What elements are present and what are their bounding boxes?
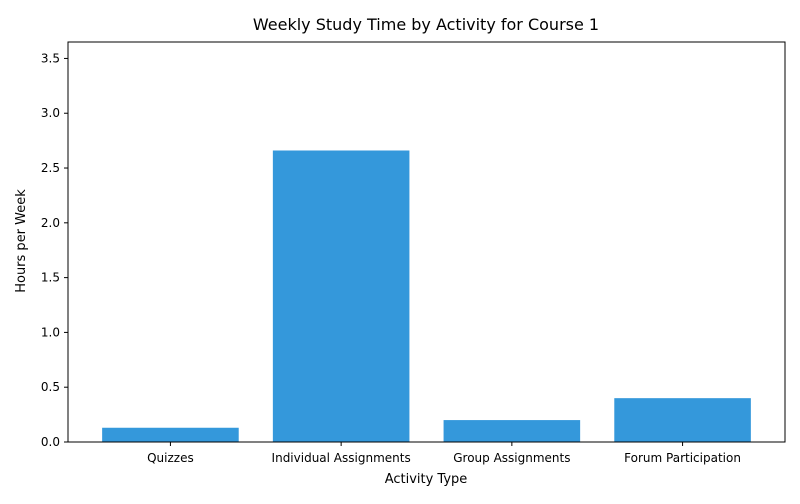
bar-individual-assignments [272,150,410,442]
y-tick-label: 3.0 [41,106,60,120]
x-tick-label: Forum Participation [624,451,741,465]
chart-title: Weekly Study Time by Activity for Course… [253,15,599,34]
plot-area: Quizzes Individual Assignments Group Assig… [41,41,786,465]
y-tick-label: 1.0 [41,325,60,339]
bar-forum-participation [614,398,751,442]
x-tick-label: Quizzes [147,451,194,465]
y-tick-label: 2.5 [41,161,60,175]
y-axis-label: Hours per Week [14,189,29,293]
x-axis-label: Activity Type [385,472,468,487]
y-tick-label: 3.5 [41,51,60,65]
plot-frame [67,41,786,443]
bar-group-assignments [443,420,581,442]
x-tick-label: Group Assignments [453,451,570,465]
x-tick-label: Individual Assignments [272,451,411,465]
bar-quizzes [102,427,239,442]
y-tick-label: 0.0 [41,435,60,449]
y-tick-label: 0.5 [41,380,60,394]
y-tick-label: 1.5 [41,271,60,285]
y-tick-label: 2.0 [41,216,60,230]
